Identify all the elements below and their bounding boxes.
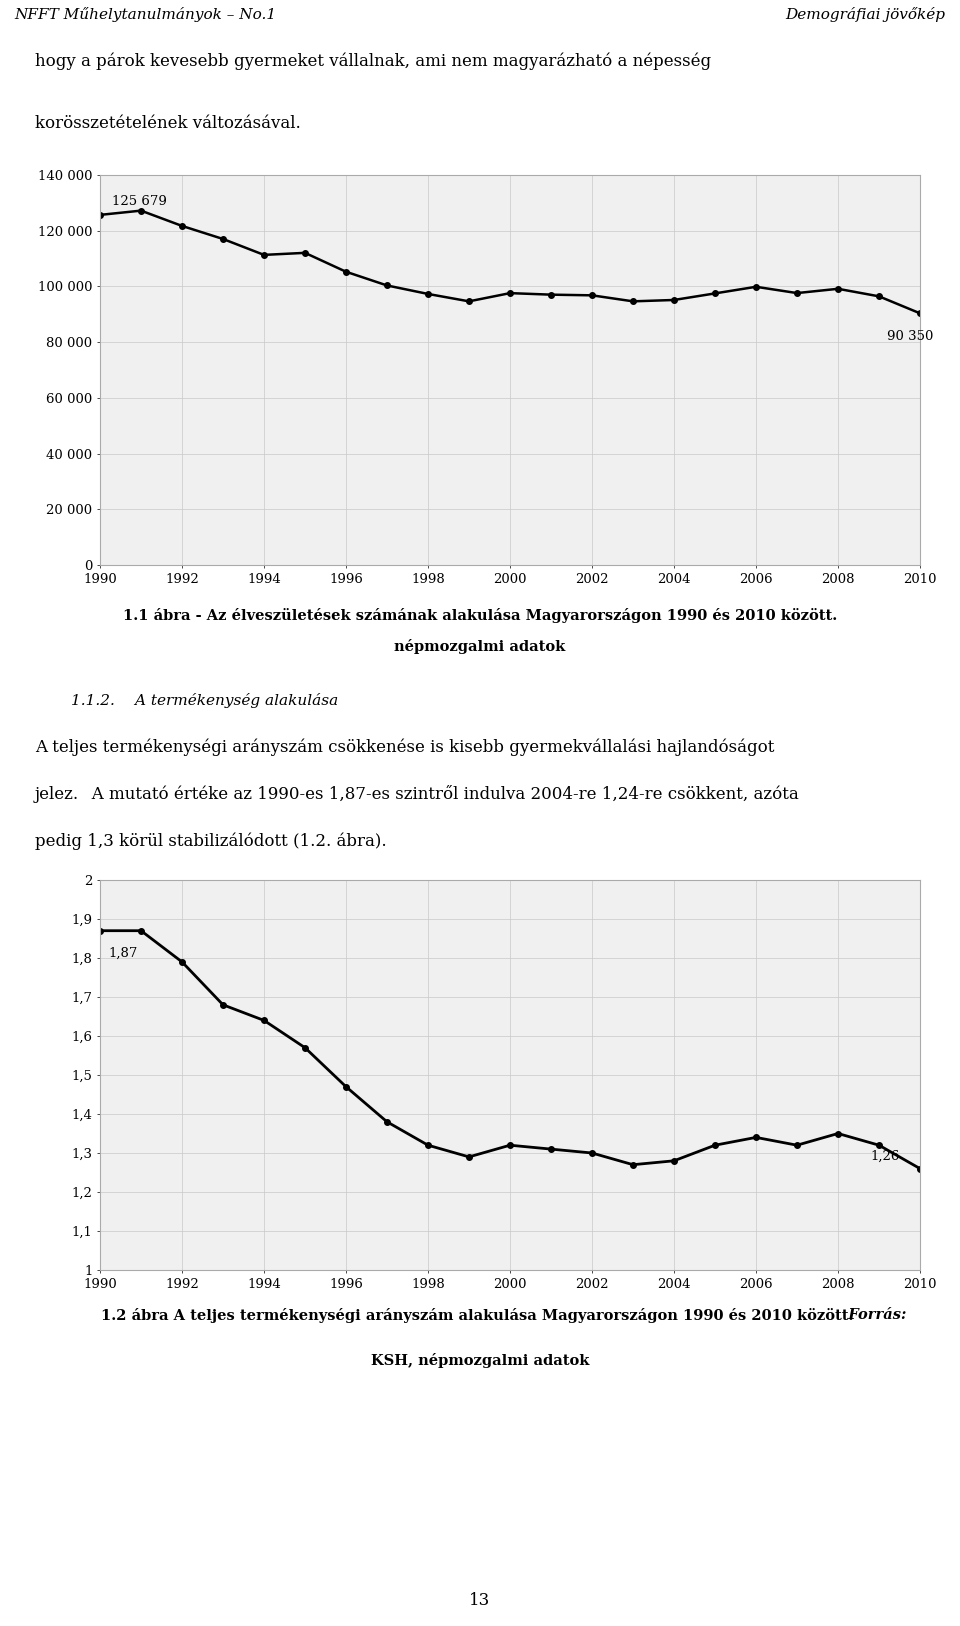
Text: hogy a párok kevesebb gyermeket vállalnak, ami nem magyarázható a népesség: hogy a párok kevesebb gyermeket vállalna…: [35, 52, 711, 70]
Text: NFFT Műhelytanulmányok – No.1: NFFT Műhelytanulmányok – No.1: [14, 8, 276, 23]
Text: korösszetételének változásával.: korösszetételének változásával.: [35, 115, 300, 132]
Text: A teljes termékenységi arányszám csökkenése is kisebb gyermekvállalási hajlandós: A teljes termékenységi arányszám csökken…: [35, 738, 775, 756]
Text: 1.2 ábra A teljes termékenységi arányszám alakulása Magyarországon 1990 és 2010 : 1.2 ábra A teljes termékenységi arányszá…: [101, 1307, 859, 1324]
Text: Forrás:: Forrás:: [54, 1307, 906, 1322]
Text: népmozgalmi adatok: népmozgalmi adatok: [395, 639, 565, 654]
Text: KSH, népmozgalmi adatok: KSH, népmozgalmi adatok: [371, 1353, 589, 1367]
Text: 1,26: 1,26: [870, 1150, 900, 1163]
Text: Demográfiai jövőkép: Demográfiai jövőkép: [785, 8, 946, 23]
Text: jelez.  A mutató értéke az 1990-es 1,87-es szintről indulva 2004-re 1,24-re csök: jelez. A mutató értéke az 1990-es 1,87-e…: [35, 785, 800, 803]
Text: pedig 1,3 körül stabilizálódott (1.2. ábra).: pedig 1,3 körül stabilizálódott (1.2. áb…: [35, 833, 387, 850]
Text: 13: 13: [469, 1592, 491, 1608]
Text: 90 350: 90 350: [887, 330, 933, 343]
Text: 125 679: 125 679: [112, 195, 167, 208]
Text: 1.1.2.  A termékenység alakulása: 1.1.2. A termékenység alakulása: [71, 693, 338, 707]
Text: 1.1 ábra - Az élveszületések számának alakulása Magyarországon 1990 és 2010 közö: 1.1 ábra - Az élveszületések számának al…: [123, 608, 837, 623]
Text: 1,87: 1,87: [108, 946, 137, 959]
